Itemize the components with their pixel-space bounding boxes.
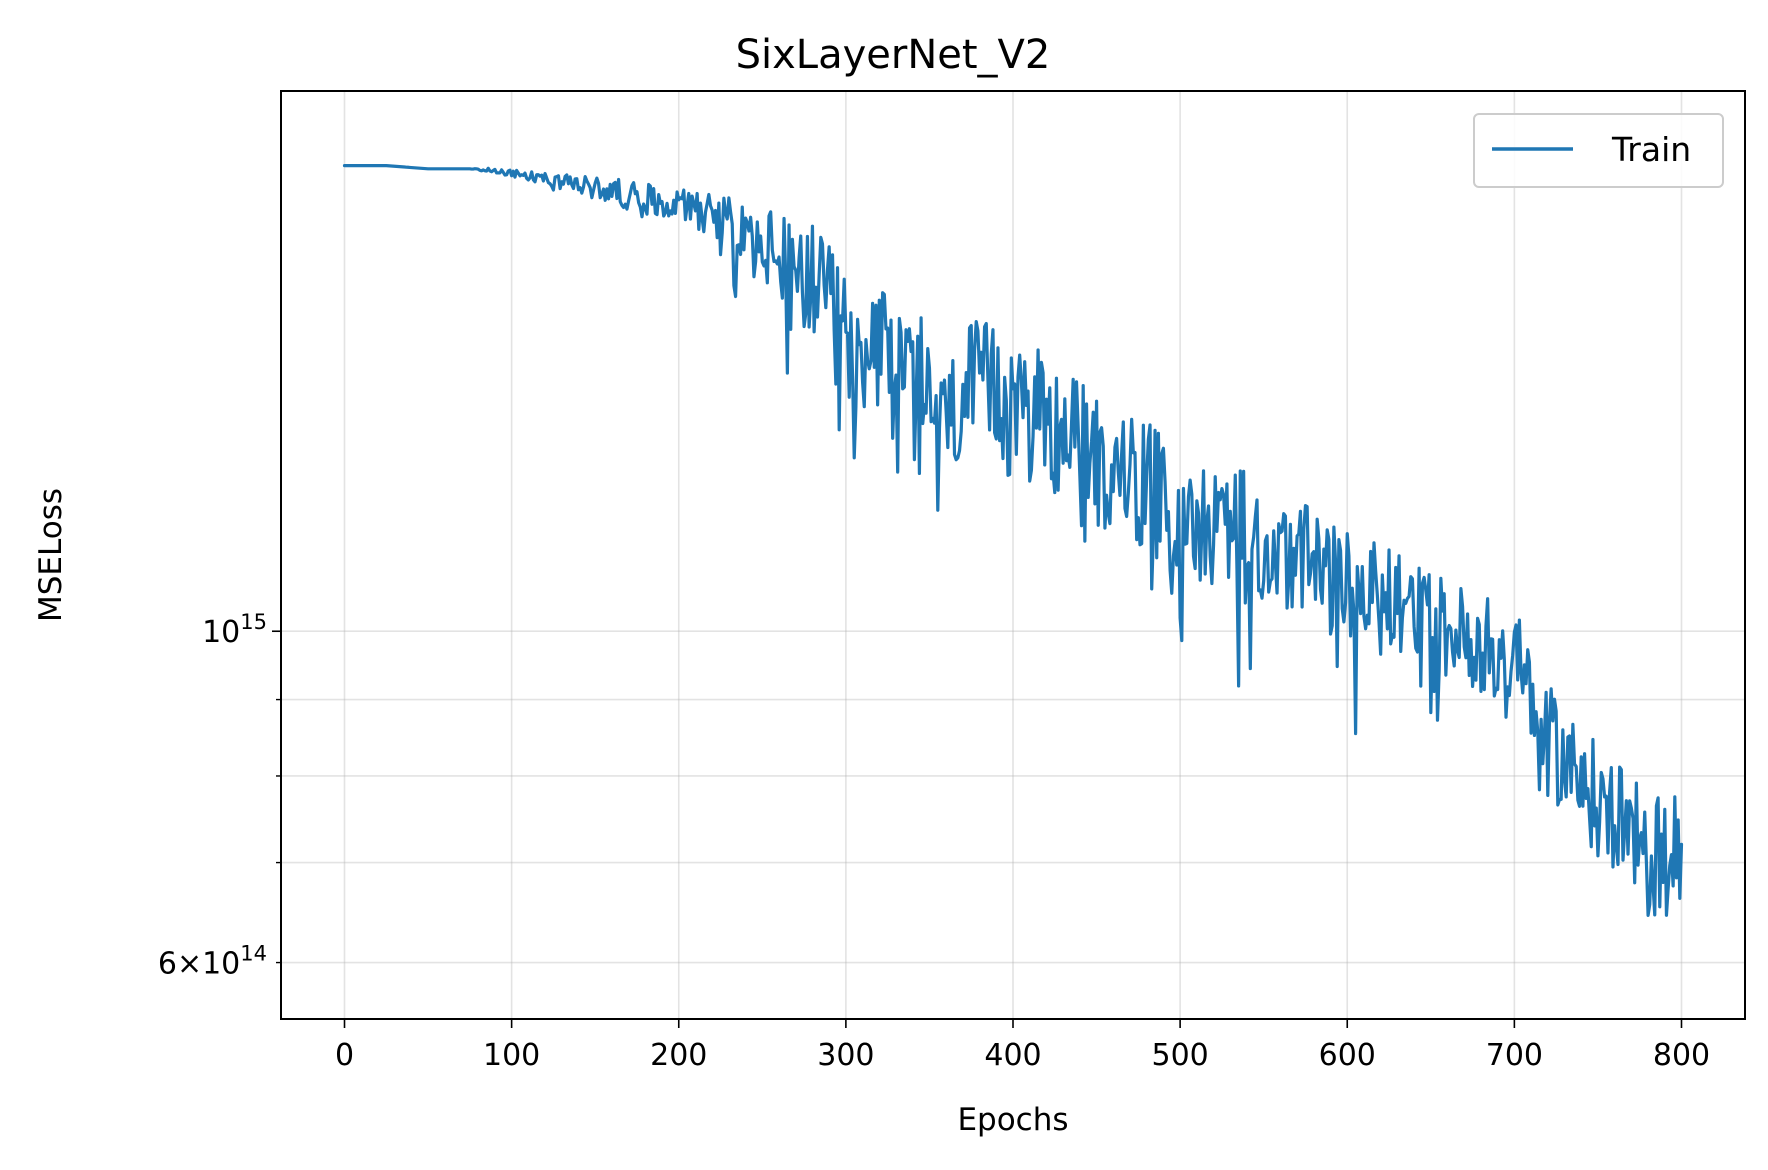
x-tick-label: 300 <box>817 1038 874 1073</box>
x-axis-ticks: 0 100 200 300 400 500 600 700 800 <box>335 1019 1710 1073</box>
x-tick-label: 400 <box>984 1038 1041 1073</box>
legend-label-train: Train <box>1611 130 1691 169</box>
x-tick-label: 200 <box>650 1038 707 1073</box>
legend: Train <box>1473 113 1724 188</box>
x-tick-label: 100 <box>483 1038 540 1073</box>
legend-box <box>1473 113 1724 188</box>
x-tick-label: 800 <box>1653 1038 1710 1073</box>
x-tick-label: 500 <box>1151 1038 1208 1073</box>
x-tick-label: 700 <box>1486 1038 1543 1073</box>
x-axis-label: Epochs <box>957 1102 1068 1138</box>
plot-area <box>342 164 1684 917</box>
train-loss-line <box>342 164 1684 917</box>
y-tick-label: 1015 <box>202 610 267 650</box>
x-tick-label: 0 <box>335 1038 354 1073</box>
y-tick-label: 6×1014 <box>158 942 267 982</box>
y-axis-ticks: 1015 6×1014 <box>158 610 281 982</box>
grid-lines <box>281 91 1745 1019</box>
y-axis-label: MSELoss <box>33 488 69 622</box>
chart-title: SixLayerNet_V2 <box>736 32 1051 78</box>
x-tick-label: 600 <box>1319 1038 1376 1073</box>
